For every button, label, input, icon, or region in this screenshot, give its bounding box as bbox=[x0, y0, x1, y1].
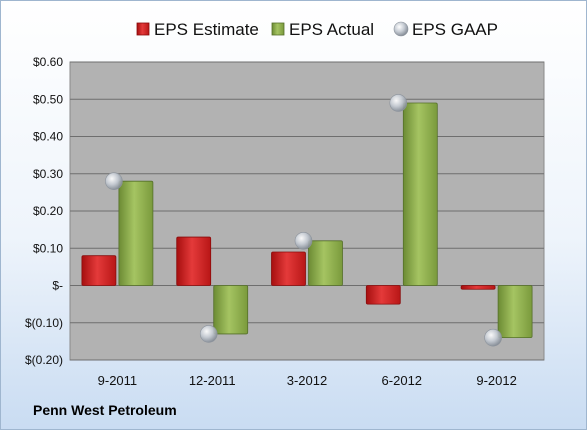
x-tick-label: 12-2011 bbox=[189, 373, 236, 388]
bar-eps-estimate bbox=[271, 251, 306, 286]
marker-eps-gaap bbox=[389, 94, 408, 112]
marker-eps-gaap bbox=[294, 232, 313, 250]
y-tick-label: $0.30 bbox=[33, 167, 63, 181]
bar-eps-estimate bbox=[365, 285, 401, 305]
legend-label: EPS GAAP bbox=[412, 20, 498, 39]
bar-eps-estimate bbox=[176, 236, 212, 286]
legend-actual-icon bbox=[271, 22, 285, 36]
y-axis-ticks: $0.60 $0.50 $0.40 $0.30 $0.20 $0.10 $- $(0.10) $… bbox=[25, 55, 63, 367]
y-tick-label: $0.10 bbox=[33, 241, 63, 255]
marker-eps-gaap bbox=[105, 172, 123, 190]
bar-eps-actual bbox=[308, 240, 343, 286]
y-tick-label: $0.20 bbox=[33, 204, 63, 218]
bars bbox=[81, 102, 533, 339]
bar-eps-actual bbox=[497, 285, 533, 339]
y-tick-label: $- bbox=[52, 279, 63, 293]
y-tick-label: $0.60 bbox=[33, 55, 63, 69]
company-name: Penn West Petroleum bbox=[33, 402, 177, 418]
marker-eps-gaap bbox=[199, 325, 218, 343]
y-tick-label: $0.40 bbox=[33, 130, 63, 144]
y-tick-label: $0.50 bbox=[33, 92, 63, 106]
x-tick-label: 9-2012 bbox=[476, 373, 516, 388]
y-tick-label: $(0.20) bbox=[25, 353, 63, 367]
bar-eps-actual bbox=[402, 102, 438, 286]
x-axis-ticks: 9-2011 12-2011 3-2012 6-2012 9-2012 bbox=[98, 373, 517, 388]
bar-eps-actual bbox=[213, 285, 249, 335]
bar-eps-estimate bbox=[81, 255, 117, 286]
legend-gaap-icon bbox=[393, 21, 409, 37]
legend: EPS Estimate EPS Actual EPS GAAP bbox=[136, 20, 498, 39]
bar-eps-actual bbox=[118, 180, 154, 286]
x-tick-label: 9-2011 bbox=[98, 373, 138, 388]
gaap-markers bbox=[105, 94, 502, 347]
x-tick-label: 3-2012 bbox=[287, 373, 327, 388]
legend-label: EPS Actual bbox=[289, 20, 374, 39]
y-tick-label: $(0.10) bbox=[25, 316, 63, 330]
legend-estimate-icon bbox=[136, 22, 150, 36]
marker-eps-gaap bbox=[484, 328, 502, 347]
x-tick-label: 6-2012 bbox=[382, 373, 422, 388]
bar-eps-estimate bbox=[460, 285, 496, 290]
legend-label: EPS Estimate bbox=[154, 20, 259, 39]
